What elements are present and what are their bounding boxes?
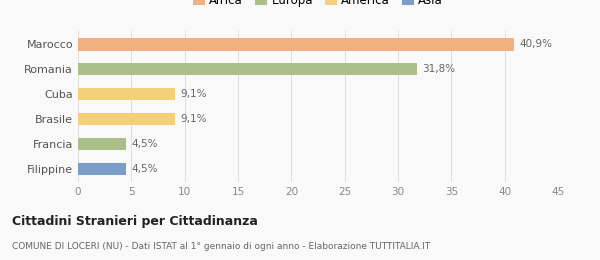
- Bar: [78, 138, 126, 150]
- Bar: [78, 113, 175, 125]
- Text: 31,8%: 31,8%: [422, 64, 455, 74]
- Bar: [78, 38, 514, 50]
- Text: 4,5%: 4,5%: [131, 139, 158, 149]
- Text: Cittadini Stranieri per Cittadinanza: Cittadini Stranieri per Cittadinanza: [12, 214, 258, 228]
- Bar: [78, 163, 126, 175]
- Text: 9,1%: 9,1%: [181, 114, 207, 124]
- Bar: [78, 88, 175, 100]
- Text: 4,5%: 4,5%: [131, 164, 158, 174]
- Text: 9,1%: 9,1%: [181, 89, 207, 99]
- Text: COMUNE DI LOCERI (NU) - Dati ISTAT al 1° gennaio di ogni anno - Elaborazione TUT: COMUNE DI LOCERI (NU) - Dati ISTAT al 1°…: [12, 242, 430, 251]
- Bar: [78, 63, 417, 75]
- Text: 40,9%: 40,9%: [520, 39, 553, 49]
- Legend: Africa, Europa, America, Asia: Africa, Europa, America, Asia: [191, 0, 445, 10]
